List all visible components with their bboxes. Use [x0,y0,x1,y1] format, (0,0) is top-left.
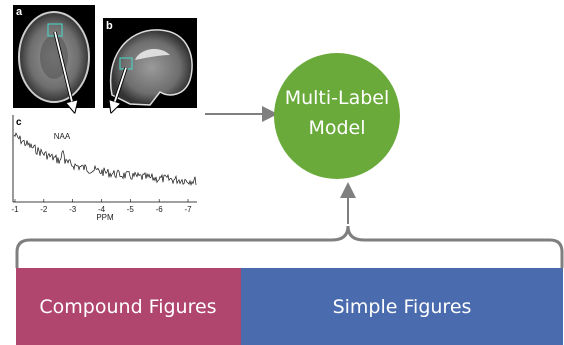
bracket [17,226,562,268]
x-tick-label: -5 [127,205,135,214]
mri-axial: a [13,5,95,108]
x-tick-label: -4 [98,205,106,214]
x-tick-label: -3 [69,205,77,214]
model-label: Multi-Label [285,87,390,109]
x-tick-label: -1 [11,205,19,214]
peak-annotation: NAA [54,132,71,141]
model-label: Model [308,117,365,139]
category-label: Simple Figures [333,296,472,318]
x-tick-label: -7 [184,205,192,214]
model-node [274,53,400,179]
x-tick-label: -2 [40,205,48,214]
x-axis-label: PPM [96,213,114,222]
panel-label: c [16,117,22,128]
panel-label: a [16,6,23,18]
spectrum-plot: c NAA PPM -1 -2 -3 -4 -5 -6 -7 [11,115,197,222]
x-tick-label: -6 [156,205,164,214]
category-label: Compound Figures [39,296,216,318]
panel-label: b [106,20,113,32]
diagram: a b c NAA PPM -1 -2 -3 -4 -5 -6 -7 Multi-Label… [0,0,564,345]
